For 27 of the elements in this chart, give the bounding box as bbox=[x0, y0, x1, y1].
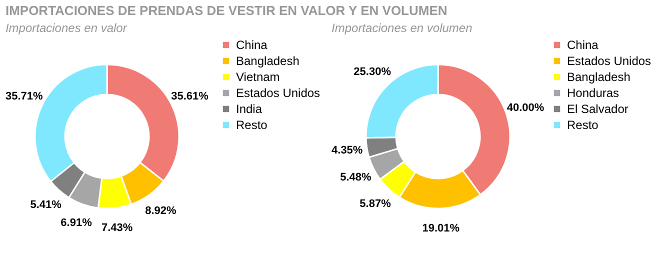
chart-title: IMPORTACIONES DE PRENDAS DE VESTIR EN VALOR Y EN VOLUMEN bbox=[5, 3, 448, 18]
legend-label: Honduras bbox=[567, 86, 620, 100]
data-label: 35.71% bbox=[5, 90, 43, 103]
legend-label: Bangladesh bbox=[567, 70, 630, 84]
data-label: 40.00% bbox=[506, 102, 544, 114]
legend-label: Bangladesh bbox=[236, 54, 300, 68]
data-label: 5.41% bbox=[30, 199, 62, 212]
chart-subtitle: Importaciones en volumen bbox=[332, 21, 473, 35]
data-label: 4.35% bbox=[332, 144, 363, 157]
legend-label: Resto bbox=[567, 118, 599, 132]
data-label: 7.43% bbox=[101, 222, 133, 234]
data-label: 25.30% bbox=[354, 66, 392, 78]
legend-label: China bbox=[236, 38, 268, 52]
legend-label: India bbox=[236, 102, 262, 116]
data-label: 5.87% bbox=[360, 198, 392, 210]
data-label: 6.91% bbox=[60, 217, 92, 230]
data-label: 19.01% bbox=[422, 222, 460, 234]
legend-label: El Salvador bbox=[567, 102, 628, 116]
data-label: 5.48% bbox=[340, 172, 372, 184]
legend-label: Vietnam bbox=[236, 70, 280, 84]
legend-label: China bbox=[567, 38, 599, 52]
legend-label: Estados Unidos bbox=[236, 86, 320, 100]
legend-label: Estados Unidos bbox=[567, 54, 652, 68]
chart-subtitle: Importaciones en valor bbox=[5, 21, 128, 35]
data-label: 35.61% bbox=[171, 90, 209, 102]
legend-label: Resto bbox=[236, 118, 268, 132]
data-label: 8.92% bbox=[145, 205, 177, 218]
